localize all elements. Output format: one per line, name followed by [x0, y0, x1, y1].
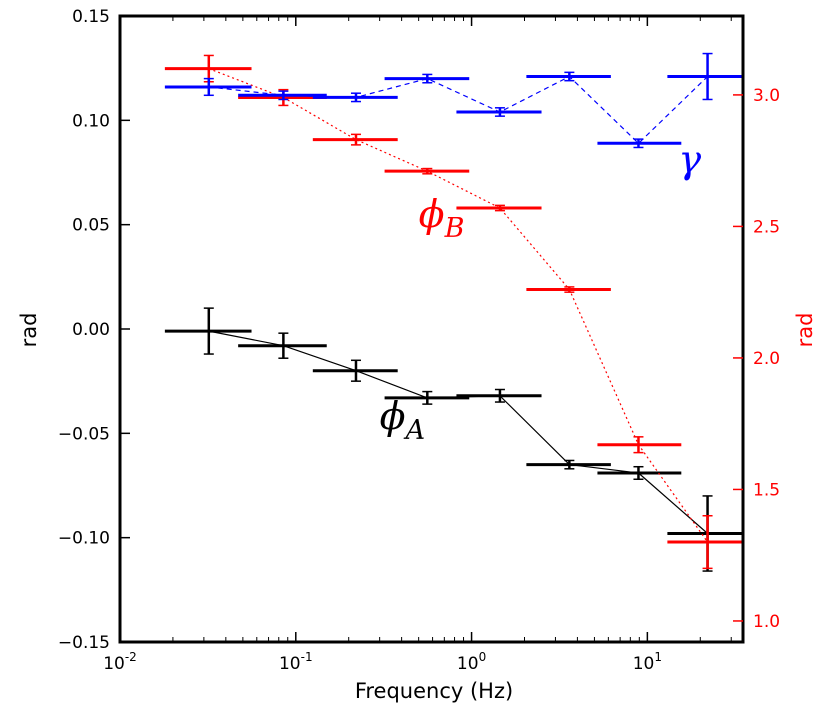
data-point-phi_A-2 — [312, 359, 398, 382]
data-point-phi_B-6 — [597, 436, 682, 454]
y-axis-label-left: rad — [17, 313, 41, 348]
x-tick-exponent: 1 — [654, 650, 662, 664]
y-right-tick-label: 3.0 — [753, 86, 780, 106]
data-point-gamma-3 — [384, 73, 470, 84]
data-point-phi_A-5 — [526, 459, 611, 470]
data-point-gamma-5 — [526, 71, 611, 82]
y-left-tick-label: −0.05 — [58, 424, 110, 444]
y-left-tick-label: 0.15 — [72, 7, 110, 27]
data-point-gamma-4 — [456, 107, 542, 117]
x-tick-label: 100 — [457, 650, 486, 674]
series-annotation-phi_A: ϕA — [380, 394, 425, 446]
x-tick-exponent: -1 — [301, 650, 313, 664]
data-point-phi_A-3 — [384, 390, 470, 405]
data-point-phi_A-1 — [238, 332, 327, 359]
data-point-gamma-0 — [164, 77, 252, 97]
x-tick-base: 10 — [279, 654, 301, 674]
data-point-gamma-2 — [312, 92, 398, 103]
series-annotation-phi_B: ϕB — [419, 192, 465, 244]
annotation-subscript: A — [403, 415, 426, 446]
data-point-phi_A-6 — [597, 465, 682, 480]
data-point-phi_B-3 — [384, 167, 470, 175]
data-point-phi_B-0 — [164, 54, 252, 83]
x-tick-label: 10-2 — [103, 650, 137, 674]
x-tick-base: 10 — [633, 654, 655, 674]
y-right-tick-label: 1.5 — [753, 480, 780, 500]
y-left-tick-label: −0.15 — [58, 633, 110, 653]
series-line-gamma — [208, 75, 709, 145]
annotation-symbol: ϕ — [419, 192, 445, 236]
x-axis-label: Frequency (Hz) — [355, 679, 513, 703]
plot-frame — [118, 14, 745, 644]
annotation-symbol: γ — [678, 138, 701, 182]
y-right-tick-label: 1.0 — [753, 612, 780, 632]
series-line-phi_B — [208, 68, 709, 543]
x-tick-exponent: 0 — [479, 650, 487, 664]
data-point-phi_B-2 — [312, 133, 398, 146]
y-left-tick-label: −0.10 — [58, 529, 110, 549]
y-left-tick-label: 0.10 — [72, 111, 110, 131]
data-point-gamma-7 — [667, 52, 743, 101]
x-tick-base: 10 — [103, 654, 125, 674]
data-point-phi_A-4 — [456, 388, 542, 403]
y-left-tick-label: 0.00 — [72, 320, 110, 340]
annotation-subscript: B — [444, 213, 465, 244]
x-tick-label: 10-1 — [279, 650, 313, 674]
annotation-symbol: ϕ — [380, 394, 406, 438]
data-point-phi_B-4 — [456, 204, 542, 212]
y-right-tick-label: 2.0 — [753, 349, 780, 369]
y-axis-label-right: rad — [793, 313, 817, 348]
series-annotation-gamma: γ — [678, 138, 701, 182]
y-right-tick-label: 2.5 — [753, 217, 780, 237]
x-tick-label: 101 — [633, 650, 662, 674]
data-point-gamma-1 — [238, 90, 327, 101]
plot-area — [164, 52, 743, 572]
data-point-phi_B-7 — [667, 514, 743, 570]
data-point-gamma-6 — [597, 138, 682, 149]
data-point-phi_A-0 — [164, 307, 252, 355]
x-tick-base: 10 — [457, 654, 479, 674]
x-tick-exponent: -2 — [125, 650, 137, 664]
y-left-tick-label: 0.05 — [72, 216, 110, 236]
data-point-phi_B-5 — [526, 286, 611, 293]
